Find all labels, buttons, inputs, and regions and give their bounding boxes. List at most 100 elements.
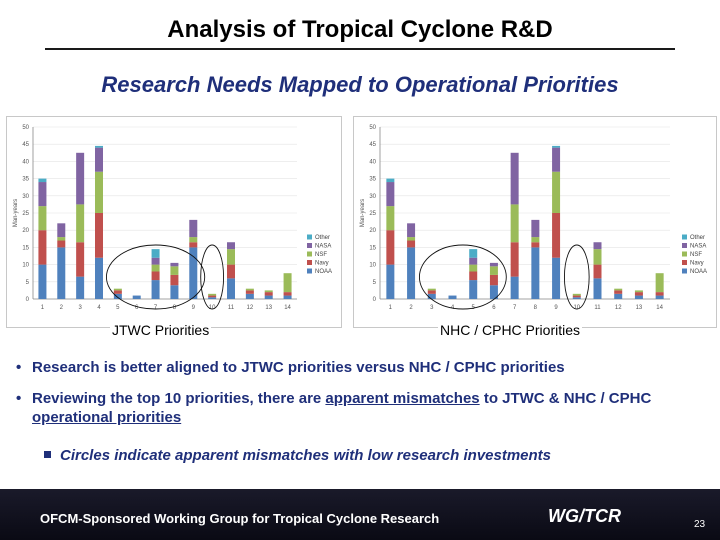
y-tick-label: 45 (22, 142, 29, 148)
bar-navy-4 (95, 213, 103, 258)
y-axis-label: Man-years (360, 199, 366, 227)
bar-noaa-5 (113, 293, 122, 299)
bar-nsf-1 (386, 206, 395, 231)
bar-navy-1 (386, 230, 395, 265)
bar-noaa-7 (151, 280, 160, 299)
y-tick-label: 0 (26, 297, 30, 303)
jtwc-chart-caption: JTWC Priorities (110, 322, 212, 338)
y-tick-label: 5 (373, 280, 377, 286)
y-tick-label: 20 (22, 228, 29, 234)
bar-nasa-1 (386, 182, 395, 207)
x-tick-label: 11 (594, 305, 601, 311)
bar-nsf-3 (427, 288, 436, 291)
bar-navy-13 (264, 292, 273, 296)
x-tick-label: 5 (116, 305, 120, 311)
bar-navy-2 (57, 240, 66, 248)
y-tick-label: 50 (369, 125, 376, 131)
y-tick-label: 20 (369, 228, 376, 234)
x-tick-label: 8 (534, 305, 538, 311)
mismatch-circle-2 (563, 244, 590, 310)
bar-noaa-4 (95, 257, 103, 299)
bar-noaa-4 (448, 295, 457, 299)
bar-navy-5 (469, 271, 478, 281)
bullet-dot: • (16, 359, 22, 376)
x-tick-label: 9 (554, 305, 558, 311)
bullet-list: • Research is better aligned to JTWC prio… (14, 358, 704, 439)
nhc-chart-caption: NHC / CPHC Priorities (438, 322, 583, 338)
bar-navy-8 (531, 242, 540, 248)
y-axis-label: Man-years (13, 199, 19, 227)
bar-nsf-11 (593, 249, 602, 265)
nhc-chart: Man-years 0 5 10 15 20 25 30 35 40 45 50 1 2 3 4 5 6 7 8 9 10… (353, 116, 717, 328)
bar-navy-12 (245, 290, 254, 294)
sub-bullet: Circles indicate apparent mismatches wit… (44, 447, 551, 464)
bar-other-7 (151, 249, 160, 258)
bar-noaa-9 (189, 247, 198, 299)
legend-label-navy: Navy (690, 261, 704, 267)
bar-nsf-13 (634, 290, 643, 293)
bar-nasa-5 (469, 257, 478, 265)
bar-noaa-12 (614, 293, 623, 299)
x-tick-label: 4 (97, 305, 101, 311)
bar-nsf-5 (469, 264, 478, 272)
y-tick-label: 45 (369, 142, 376, 148)
legend-label-noaa: NOAA (690, 269, 707, 275)
bar-nsf-9 (552, 171, 561, 213)
legend-swatch-navy (307, 260, 312, 265)
bar-noaa-8 (531, 247, 540, 299)
y-tick-label: 50 (22, 125, 29, 131)
bar-noaa-10 (572, 297, 581, 299)
x-tick-label: 14 (284, 305, 291, 311)
bar-other-1 (386, 178, 395, 183)
mismatch-circle-1 (418, 244, 507, 310)
x-tick-label: 10 (209, 305, 216, 311)
bar-nsf-3 (76, 204, 85, 243)
x-tick-label: 6 (135, 305, 139, 311)
bar-noaa-14 (655, 295, 664, 299)
jtwc-chart: Man-years 0 5 10 15 20 25 30 35 40 45 50 1 2 3 4 5 6 7 8 9 10… (6, 116, 342, 328)
legend-label-other: Other (690, 235, 705, 241)
bar-nsf-11 (227, 249, 235, 265)
bar-nasa-1 (38, 182, 47, 207)
wgtcr-logo: WG/TCR (548, 506, 621, 526)
bar-noaa-11 (227, 278, 235, 299)
y-tick-label: 0 (373, 297, 377, 303)
bar-navy-14 (283, 292, 292, 296)
bar-noaa-10 (208, 297, 217, 299)
mismatch-circle-2 (200, 244, 225, 310)
slide-title: Analysis of Tropical Cyclone R&D (167, 16, 553, 43)
y-tick-label: 5 (26, 280, 30, 286)
legend-swatch-nsf (682, 251, 687, 257)
bar-nasa-9 (189, 219, 198, 238)
y-tick-label: 25 (369, 211, 376, 217)
legend-swatch-noaa (682, 268, 687, 274)
x-tick-label: 11 (228, 305, 235, 311)
bar-noaa-8 (170, 285, 179, 299)
bar-noaa-2 (57, 247, 66, 299)
mismatch-circle-1 (105, 244, 206, 310)
title-rule (45, 48, 675, 50)
bar-noaa-3 (76, 276, 85, 299)
bar-nsf-8 (531, 237, 540, 243)
legend-swatch-navy (682, 260, 687, 265)
bar-nsf-2 (407, 237, 416, 241)
bar-nsf-2 (57, 237, 66, 241)
x-tick-label: 12 (247, 305, 254, 311)
y-tick-label: 25 (22, 211, 29, 217)
bullet-2-part-1: Reviewing the top 10 priorities, there a… (32, 390, 326, 407)
bar-nsf-7 (151, 264, 160, 272)
bar-navy-10 (572, 295, 581, 298)
bar-nasa-11 (593, 242, 602, 250)
bar-nasa-8 (531, 219, 540, 238)
y-tick-label: 15 (22, 245, 29, 251)
square-bullet-icon (44, 450, 51, 458)
x-tick-label: 3 (430, 305, 434, 311)
legend-label-nsf: NSF (315, 252, 327, 258)
bar-nasa-3 (76, 152, 85, 205)
bar-other-5 (469, 249, 478, 258)
bar-noaa-9 (552, 257, 561, 299)
bar-nasa-8 (170, 262, 179, 267)
y-tick-label: 35 (22, 177, 29, 183)
legend-label-nasa: NASA (315, 244, 331, 250)
bar-noaa-13 (634, 295, 643, 299)
